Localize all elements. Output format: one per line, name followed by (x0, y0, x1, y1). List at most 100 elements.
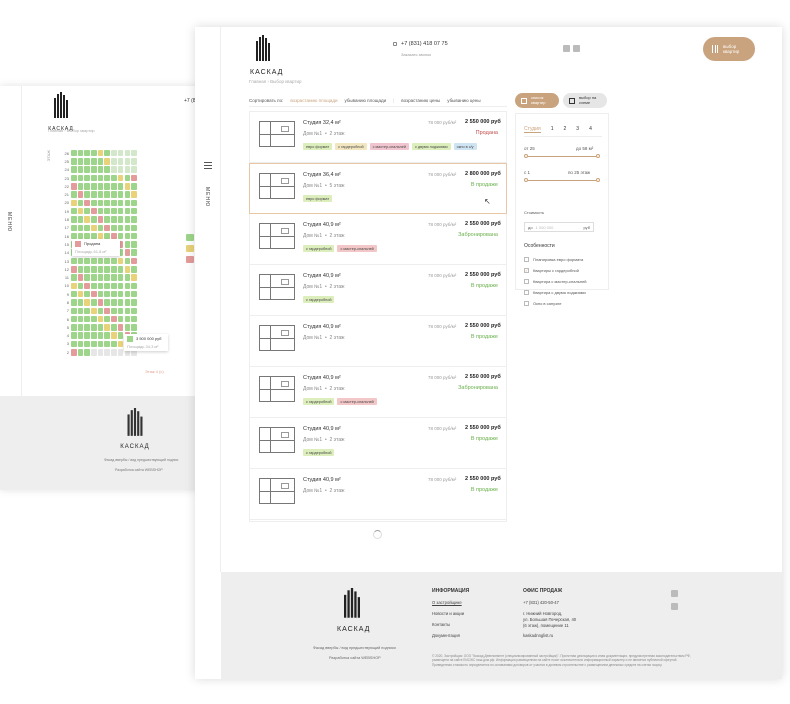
sort-area-asc[interactable]: возрастанию площади (290, 98, 338, 103)
apartment-cell[interactable] (77, 266, 84, 273)
apartment-cell[interactable] (91, 183, 97, 190)
apartment-cell[interactable] (97, 266, 104, 273)
apartment-card[interactable]: Студия 32,4 м² Дом №1 • 2 этаж евро формат… (250, 112, 506, 163)
apartment-cell[interactable] (124, 207, 130, 215)
apartment-cell[interactable] (117, 274, 124, 281)
apartment-cell[interactable] (91, 191, 97, 198)
apartment-cell[interactable] (117, 290, 124, 298)
floor-plan-thumbnail[interactable] (259, 427, 295, 453)
apartment-cell[interactable] (84, 149, 90, 157)
apartment-cell[interactable] (97, 224, 104, 232)
apartment-cell[interactable] (71, 290, 77, 298)
feature-checkbox[interactable]: Квартира с двумя лоджиями (524, 290, 586, 295)
apartment-cell[interactable] (111, 257, 117, 265)
apartment-cell[interactable] (91, 257, 97, 265)
apartment-cell[interactable] (131, 232, 137, 240)
apartment-cell[interactable] (104, 232, 110, 240)
tab-1-room[interactable]: 1 (550, 126, 554, 132)
apartment-cell[interactable] (104, 207, 110, 215)
apartment-cell[interactable] (124, 257, 130, 265)
apartment-cell[interactable] (104, 224, 110, 232)
apartment-title[interactable]: Студия 40,9 м² (303, 426, 341, 432)
apartment-title[interactable]: Студия 40,9 м² (303, 477, 341, 483)
apartment-cell[interactable] (117, 249, 124, 256)
apartment-cell[interactable] (124, 349, 130, 356)
apartment-cell[interactable] (124, 224, 130, 232)
apartment-card[interactable]: Студия 36,4 м² Дом №1 • 5 этаж евро формат… (249, 163, 507, 214)
apartment-cell[interactable] (124, 324, 130, 331)
apartment-cell[interactable] (124, 183, 130, 190)
apartment-cell[interactable] (104, 158, 110, 165)
apartment-cell[interactable] (131, 174, 137, 182)
apartment-cell[interactable] (111, 332, 117, 339)
footer-vk-icon[interactable] (671, 590, 678, 597)
apartment-cell[interactable] (84, 324, 90, 331)
apartment-cell[interactable] (77, 158, 84, 165)
apartment-cell[interactable] (111, 191, 117, 198)
apartment-cell[interactable] (77, 224, 84, 232)
apartment-cell[interactable] (117, 299, 124, 306)
apartment-cell[interactable] (131, 274, 137, 281)
apartment-cell[interactable] (104, 183, 110, 190)
apartment-cell[interactable] (131, 266, 137, 273)
floor-plan-thumbnail[interactable] (259, 376, 295, 402)
apartment-cell[interactable] (84, 340, 90, 348)
breadcrumb[interactable]: Главная › Выбор квартир (249, 79, 302, 84)
apartment-cell[interactable] (111, 266, 117, 273)
apartment-card[interactable]: Студия 40,9 м² Дом №1 • 2 этаж с гардеробн… (250, 265, 506, 316)
apartment-cell[interactable] (117, 199, 124, 207)
apartment-cell[interactable] (77, 315, 84, 323)
apartment-cell[interactable] (131, 191, 137, 198)
apartment-cell[interactable] (104, 332, 110, 339)
apartment-cell[interactable] (71, 307, 77, 315)
area-max-handle[interactable] (596, 154, 600, 158)
apartment-cell[interactable] (77, 166, 84, 173)
apartment-cell[interactable] (71, 299, 77, 306)
apartment-card[interactable]: Студия 40,9 м² Дом №1 • 2 этаж 78 000 руб/… (250, 469, 506, 520)
apartment-title[interactable]: Студия 40,9 м² (303, 375, 341, 381)
site-logo[interactable]: КАСКАД (250, 35, 283, 76)
apartment-cell[interactable] (111, 274, 117, 281)
back-phone[interactable]: +7 (8 (184, 98, 196, 104)
apartment-cell[interactable] (84, 183, 90, 190)
apartment-cell[interactable] (131, 166, 137, 173)
back-footer-line2[interactable]: Разработка сайта WEBSHOP (115, 468, 163, 472)
apartment-cell[interactable] (117, 266, 124, 273)
apartment-cell[interactable] (71, 257, 77, 265)
footer-office-phone[interactable]: +7 (831) 420-50-47 (523, 600, 559, 605)
checkbox-icon[interactable] (524, 279, 529, 284)
apartment-cell[interactable] (104, 274, 110, 281)
apartment-cell[interactable] (71, 324, 77, 331)
apartment-cell[interactable] (71, 183, 77, 190)
apartment-title[interactable]: Студия 40,9 м² (303, 273, 341, 279)
apartment-cell[interactable] (91, 290, 97, 298)
apartment-cell[interactable] (77, 340, 84, 348)
apartment-cell[interactable] (77, 349, 84, 356)
sort-area-desc[interactable]: убыванию площади (344, 98, 387, 103)
apartment-cell[interactable] (97, 257, 104, 265)
floor-plan-thumbnail[interactable] (259, 325, 295, 351)
apartment-cell[interactable] (77, 183, 84, 190)
apartment-cell[interactable] (111, 232, 117, 240)
apartment-cell[interactable] (117, 224, 124, 232)
floor-plan-thumbnail[interactable] (259, 223, 295, 249)
apartment-card[interactable]: Студия 40,9 м² Дом №1 • 2 этаж с гардеробн… (250, 367, 506, 418)
apartment-cell[interactable] (84, 290, 90, 298)
footer-link-contacts[interactable]: Контакты (432, 622, 451, 627)
apartment-cell[interactable] (117, 232, 124, 240)
apartment-cell[interactable] (111, 207, 117, 215)
apartment-cell[interactable] (77, 257, 84, 265)
checkbox-icon[interactable] (524, 257, 529, 262)
apartment-cell[interactable] (111, 290, 117, 298)
apartment-cell[interactable] (97, 299, 104, 306)
apartment-cell[interactable] (77, 274, 84, 281)
feature-checkbox[interactable]: Окно в санузле (524, 301, 561, 306)
apartment-cell[interactable] (91, 282, 97, 290)
apartment-cell[interactable] (71, 282, 77, 290)
apartment-cell[interactable] (131, 290, 137, 298)
apartment-cell[interactable] (131, 224, 137, 232)
apartment-cell[interactable] (131, 307, 137, 315)
apartment-cell[interactable] (124, 149, 130, 157)
apartment-cell[interactable] (131, 158, 137, 165)
apartment-cell[interactable] (104, 349, 110, 356)
